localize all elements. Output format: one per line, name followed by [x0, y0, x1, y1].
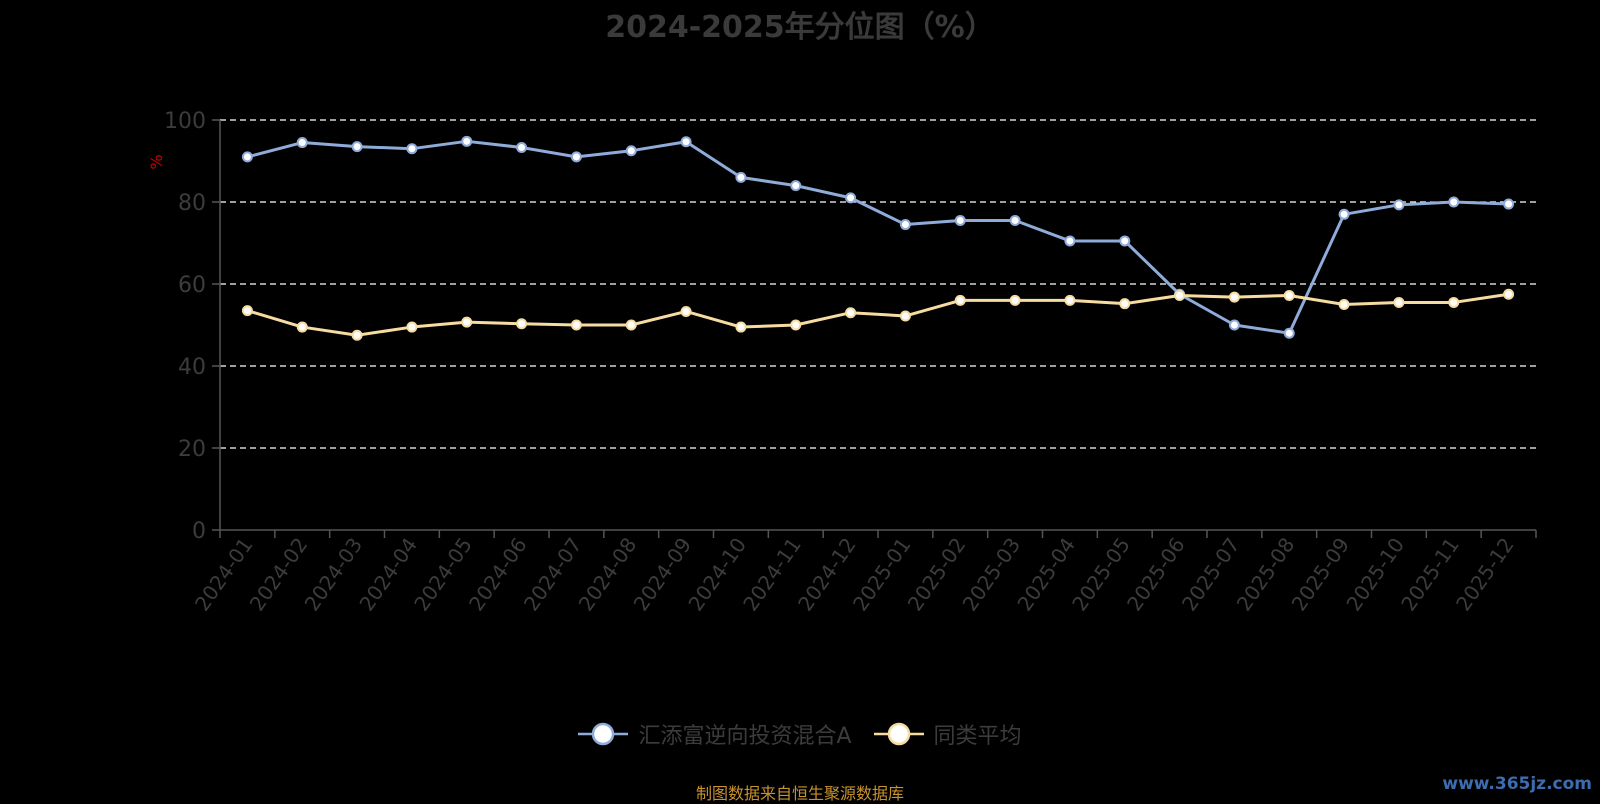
data-point-series-2: [790, 319, 802, 331]
data-point-series-1: [1064, 235, 1076, 247]
data-point-series-1: [1119, 235, 1131, 247]
data-point-series-2: [899, 310, 911, 322]
y-tick-label: 100: [164, 109, 206, 134]
y-tick-label: 60: [178, 273, 206, 298]
legend-item-fund[interactable]: 汇添富逆向投资混合A: [578, 718, 852, 750]
data-point-series-1: [296, 137, 308, 149]
data-point-series-1: [790, 180, 802, 192]
data-point-series-2: [351, 329, 363, 341]
watermark: www.365jz.com: [1442, 774, 1592, 794]
legend: 汇添富逆向投资混合A 同类平均: [0, 718, 1600, 750]
data-point-series-2: [954, 294, 966, 306]
legend-label-fund: 汇添富逆向投资混合A: [638, 724, 852, 749]
y-tick-label: 80: [178, 191, 206, 216]
data-point-series-2: [625, 319, 637, 331]
legend-marker-peer-average-icon: [873, 722, 924, 746]
data-point-series-2: [570, 319, 582, 331]
legend-marker-fund-icon: [578, 722, 629, 746]
data-point-series-2: [1174, 289, 1186, 301]
y-tick-label: 0: [192, 519, 206, 544]
data-point-series-2: [516, 318, 528, 330]
y-tick-label: 40: [178, 355, 206, 380]
data-point-series-2: [406, 321, 418, 333]
data-point-series-1: [1338, 208, 1350, 220]
data-point-series-2: [1228, 291, 1240, 303]
data-point-series-1: [570, 151, 582, 163]
series-line-2: [246, 292, 1509, 337]
data-point-series-2: [296, 321, 308, 333]
legend-label-peer-average: 同类平均: [933, 724, 1022, 749]
data-point-series-2: [241, 305, 253, 317]
data-source-note: 制图数据来自恒生聚源数据库: [695, 784, 904, 803]
data-point-series-1: [461, 135, 473, 147]
data-point-series-1: [845, 192, 857, 204]
data-point-series-2: [735, 321, 747, 333]
data-point-series-1: [735, 171, 747, 183]
data-point-series-1: [1393, 199, 1405, 211]
data-point-series-2: [1393, 296, 1405, 308]
data-point-series-1: [1503, 198, 1515, 210]
data-point-series-1: [351, 141, 363, 153]
data-point-series-1: [1228, 319, 1240, 331]
data-point-series-2: [1338, 299, 1350, 310]
data-point-series-1: [899, 219, 911, 231]
data-point-series-2: [1009, 294, 1021, 306]
data-point-series-2: [680, 305, 692, 317]
data-point-series-2: [1503, 288, 1515, 300]
data-point-series-1: [680, 136, 692, 148]
series-line-1: [247, 139, 1509, 335]
data-point-series-2: [1064, 294, 1076, 306]
data-point-series-1: [516, 141, 528, 153]
data-point-series-2: [845, 307, 857, 319]
data-point-series-2: [1283, 289, 1295, 301]
data-point-series-1: [954, 214, 966, 226]
data-point-series-1: [1009, 214, 1021, 226]
data-point-series-1: [625, 145, 637, 157]
data-point-series-2: [1119, 298, 1131, 310]
data-point-series-1: [1283, 327, 1295, 339]
chart-title: 2024-2025年分位图（%）: [605, 10, 995, 45]
y-axis-unit-label: %: [147, 154, 166, 169]
legend-item-peer-average[interactable]: 同类平均: [873, 718, 1022, 750]
data-point-series-2: [1448, 296, 1460, 308]
data-point-series-1: [241, 151, 253, 163]
data-point-series-2: [461, 316, 473, 328]
y-tick-label: 20: [178, 437, 206, 462]
data-point-series-1: [1448, 196, 1460, 208]
data-point-series-1: [406, 143, 418, 155]
